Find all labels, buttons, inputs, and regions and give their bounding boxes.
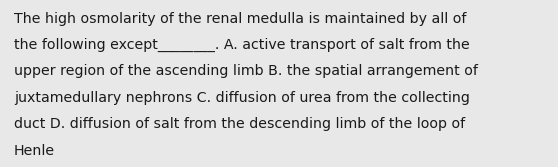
Text: Henle: Henle — [14, 144, 55, 158]
Text: the following except________. A. active transport of salt from the: the following except________. A. active … — [14, 38, 470, 52]
Text: juxtamedullary nephrons C. diffusion of urea from the collecting: juxtamedullary nephrons C. diffusion of … — [14, 91, 470, 105]
Text: The high osmolarity of the renal medulla is maintained by all of: The high osmolarity of the renal medulla… — [14, 12, 466, 26]
Text: duct D. diffusion of salt from the descending limb of the loop of: duct D. diffusion of salt from the desce… — [14, 117, 465, 131]
Text: upper region of the ascending limb B. the spatial arrangement of: upper region of the ascending limb B. th… — [14, 64, 478, 78]
